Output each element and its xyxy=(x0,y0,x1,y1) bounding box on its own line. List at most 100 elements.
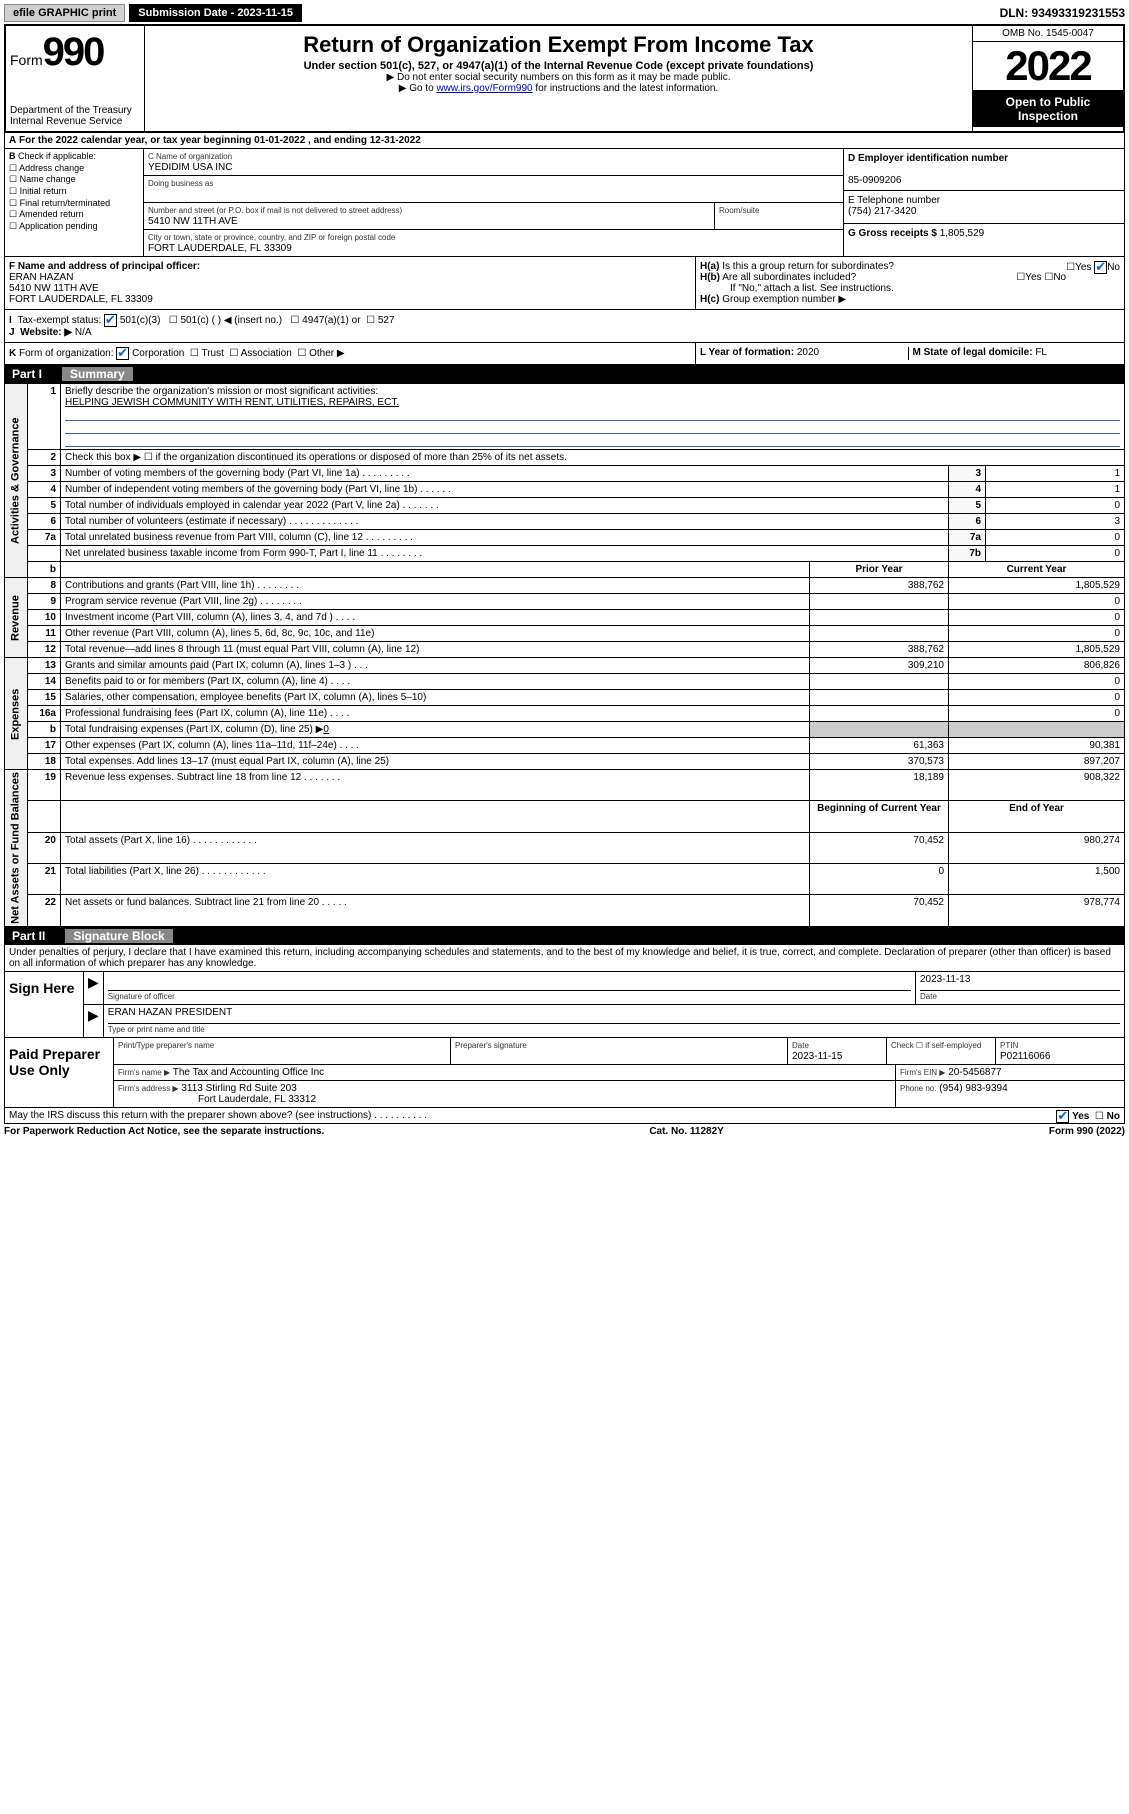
website-value: N/A xyxy=(75,327,92,338)
prep-check-label[interactable]: Check ☐ if self-employed xyxy=(891,1041,981,1050)
officer-addr2: FORT LAUDERDALE, FL 33309 xyxy=(9,294,153,305)
sig-arrow-1: ▶ xyxy=(84,972,104,1004)
trust-label[interactable]: Trust xyxy=(201,348,223,359)
ptin-value: P02116066 xyxy=(1000,1051,1050,1062)
dept-treasury: Department of the Treasury xyxy=(10,105,140,116)
org-name-label: C Name of organization xyxy=(148,152,232,161)
ha-no: No xyxy=(1107,262,1120,273)
status-label: Tax-exempt status: xyxy=(17,315,101,326)
firm-name-label: Firm's name ▶ xyxy=(118,1068,170,1077)
form-header: Form990 Department of the Treasury Inter… xyxy=(4,24,1125,133)
line7b-val: 0 xyxy=(986,546,1125,562)
state-m-label: M State of legal domicile: xyxy=(913,347,1033,358)
line14-text: Benefits paid to or for members (Part IX… xyxy=(61,674,810,690)
goto-pre: ▶ Go to xyxy=(399,83,437,94)
line8-text: Contributions and grants (Part VIII, lin… xyxy=(61,578,810,594)
line3-num: 3 xyxy=(949,466,986,482)
line17-prior: 61,363 xyxy=(810,738,949,754)
part-1-title: Summary xyxy=(62,367,133,381)
part-2-label: Part II xyxy=(12,929,45,943)
discuss-row: May the IRS discuss this return with the… xyxy=(4,1108,1125,1124)
line18-curr: 897,207 xyxy=(949,754,1125,770)
line4-text: Number of independent voting members of … xyxy=(61,482,949,498)
line19-text: Revenue less expenses. Subtract line 18 … xyxy=(61,770,810,801)
line12-text: Total revenue—add lines 8 through 11 (mu… xyxy=(61,642,810,658)
hb-no[interactable]: No xyxy=(1053,272,1066,283)
discuss-yes: Yes xyxy=(1072,1111,1089,1122)
irs-label: Internal Revenue Service xyxy=(10,116,140,127)
line9-prior xyxy=(810,594,949,610)
hb-yes[interactable]: Yes xyxy=(1025,272,1041,283)
assoc-label[interactable]: Association xyxy=(241,348,292,359)
org-address: 5410 NW 11TH AVE xyxy=(148,216,238,227)
ha-yes[interactable]: Yes xyxy=(1075,262,1091,273)
line19-curr: 908,322 xyxy=(949,770,1125,801)
line18-text: Total expenses. Add lines 13–17 (must eq… xyxy=(61,754,810,770)
hb-text: Are all subordinates included? xyxy=(722,272,856,283)
hb-note: If "No," attach a list. See instructions… xyxy=(700,283,1120,294)
period-line: A For the 2022 calendar year, or tax yea… xyxy=(4,133,1125,149)
line14-curr: 0 xyxy=(949,674,1125,690)
corp-check[interactable] xyxy=(116,347,129,360)
sig-date: 2023-11-13 xyxy=(920,974,1120,991)
other-label[interactable]: Other ▶ xyxy=(309,348,344,359)
line20-text: Total assets (Part X, line 16) . . . . .… xyxy=(61,832,810,863)
chk-addr[interactable]: Address change xyxy=(19,163,84,173)
line7b-num: 7b xyxy=(949,546,986,562)
firm-phone: (954) 983-9394 xyxy=(939,1083,1007,1094)
4947-label[interactable]: 4947(a)(1) or xyxy=(302,315,360,326)
discuss-no[interactable]: No xyxy=(1107,1111,1120,1122)
line1-text: Briefly describe the organization's miss… xyxy=(65,386,378,397)
ha-no-check[interactable] xyxy=(1094,261,1107,274)
chk-app[interactable]: Application pending xyxy=(19,221,98,231)
line15-curr: 0 xyxy=(949,690,1125,706)
line7a-num: 7a xyxy=(949,530,986,546)
footer-cat: Cat. No. 11282Y xyxy=(649,1126,723,1137)
line20-curr: 980,274 xyxy=(949,832,1125,863)
501c3-check[interactable] xyxy=(104,314,117,327)
prep-date-label: Date xyxy=(792,1041,809,1050)
discuss-yes-check[interactable] xyxy=(1056,1110,1069,1123)
goto-note: ▶ Go to www.irs.gov/Form990 for instruct… xyxy=(149,83,968,94)
open-public-badge: Open to Public Inspection xyxy=(973,91,1123,127)
mission-blank-3 xyxy=(65,434,1120,447)
line21-curr: 1,500 xyxy=(949,864,1125,895)
line18-prior: 370,573 xyxy=(810,754,949,770)
firm-addr-label: Firm's address ▶ xyxy=(118,1084,179,1093)
status-website-row: I Tax-exempt status: 501(c)(3) ☐ 501(c) … xyxy=(4,310,1125,343)
tax-year: 2022 xyxy=(973,42,1123,91)
irs-link[interactable]: www.irs.gov/Form990 xyxy=(436,83,532,94)
line15-text: Salaries, other compensation, employee b… xyxy=(61,690,810,706)
firm-name: The Tax and Accounting Office Inc xyxy=(173,1067,324,1078)
chk-init[interactable]: Initial return xyxy=(20,186,67,196)
sig-date-label: Date xyxy=(920,992,937,1001)
line11-text: Other revenue (Part VIII, column (A), li… xyxy=(61,626,810,642)
officer-group-row: F Name and address of principal officer:… xyxy=(4,257,1125,310)
side-net: Net Assets or Fund Balances xyxy=(5,770,28,927)
hc-text: Group exemption number ▶ xyxy=(722,294,846,305)
line15-prior xyxy=(810,690,949,706)
chk-name[interactable]: Name change xyxy=(20,174,76,184)
form-prefix: Form xyxy=(10,52,43,68)
line17-text: Other expenses (Part IX, column (A), lin… xyxy=(61,738,810,754)
efile-button[interactable]: efile GRAPHIC print xyxy=(4,4,125,22)
chk-final[interactable]: Final return/terminated xyxy=(20,198,111,208)
goto-post: for instructions and the latest informat… xyxy=(533,83,719,94)
chk-amend[interactable]: Amended return xyxy=(19,209,84,219)
footer-row: For Paperwork Reduction Act Notice, see … xyxy=(4,1124,1125,1139)
line4-val: 1 xyxy=(986,482,1125,498)
501c-label[interactable]: 501(c) ( ) ◀ (insert no.) xyxy=(180,315,282,326)
footer-form: Form 990 (2022) xyxy=(1049,1126,1125,1137)
527-label[interactable]: 527 xyxy=(378,315,395,326)
officer-name: ERAN HAZAN xyxy=(9,272,73,283)
summary-table: Activities & Governance 1 Briefly descri… xyxy=(4,383,1125,927)
line14-prior xyxy=(810,674,949,690)
omb-number: OMB No. 1545-0047 xyxy=(973,26,1123,42)
part-2-title: Signature Block xyxy=(65,929,172,943)
line3-text: Number of voting members of the governin… xyxy=(61,466,949,482)
line11-curr: 0 xyxy=(949,626,1125,642)
form-subtitle: Under section 501(c), 527, or 4947(a)(1)… xyxy=(149,60,968,72)
submission-date-button[interactable]: Submission Date - 2023-11-15 xyxy=(129,4,302,22)
line13-curr: 806,826 xyxy=(949,658,1125,674)
ptin-label: PTIN xyxy=(1000,1041,1018,1050)
